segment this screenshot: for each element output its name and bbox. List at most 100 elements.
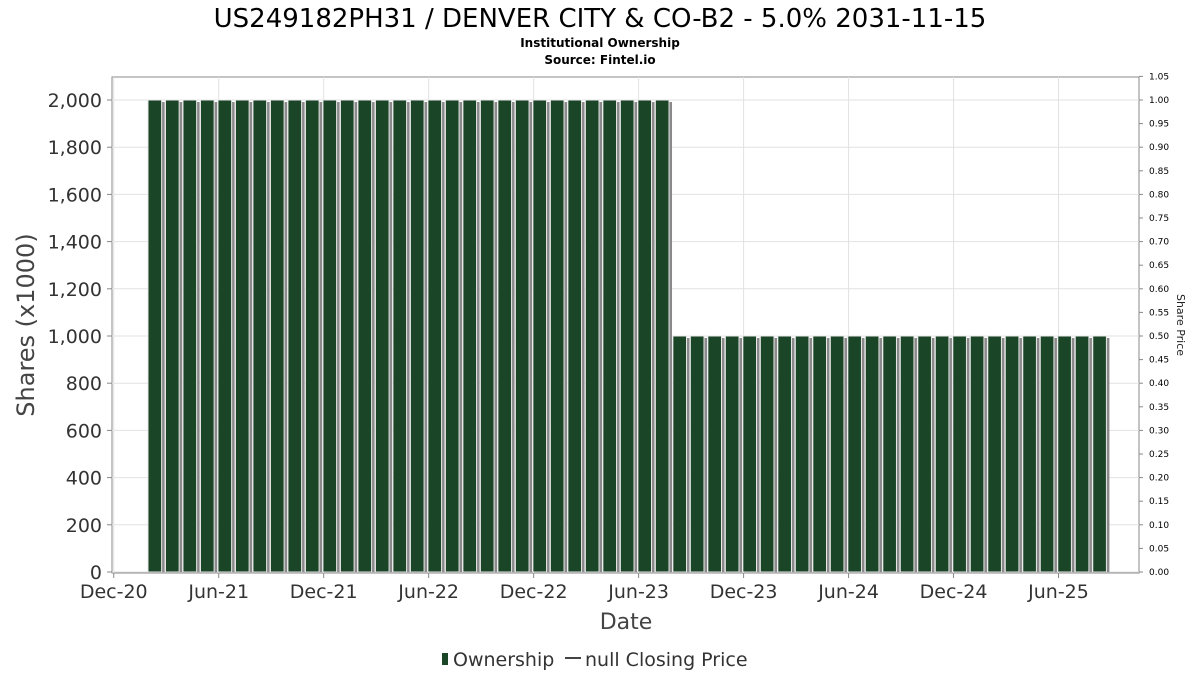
ownership-bar — [549, 99, 565, 573]
y-right-tick-label: 0.30 — [1149, 426, 1169, 436]
ownership-bar — [724, 335, 740, 573]
ownership-bar — [917, 335, 932, 573]
ownership-bar — [829, 335, 845, 573]
chart-title: US249182PH31 / DENVER CITY & CO-B2 - 5.0… — [214, 4, 987, 34]
ownership-bar — [252, 99, 268, 573]
x-tick-label: Dec-21 — [290, 581, 358, 603]
x-tick-label: Jun-21 — [187, 581, 249, 603]
ownership-bar — [374, 99, 390, 573]
ownership-bar — [654, 99, 670, 573]
ownership-bar — [479, 99, 495, 573]
y-right-tick-label: 0.15 — [1149, 497, 1169, 507]
ownership-bar — [707, 335, 723, 573]
ownership-bar — [234, 99, 250, 573]
ownership-bar — [759, 335, 775, 573]
y-right-tick-label: 0.75 — [1149, 214, 1169, 224]
ownership-bar — [952, 335, 967, 573]
ownership-bar — [1039, 335, 1055, 573]
chart-source: Source: Fintel.io — [544, 53, 655, 67]
y-tick-label: 200 — [66, 515, 102, 537]
ownership-bar — [514, 99, 530, 573]
ownership-bar — [392, 99, 408, 573]
y-right-tick-label: 0.80 — [1149, 190, 1169, 200]
ownership-bar — [322, 99, 338, 573]
y-right-tick-label: 0.65 — [1149, 261, 1169, 271]
ownership-bars — [147, 99, 1110, 573]
ownership-bar — [899, 335, 915, 573]
y-right-tick-label: 1.00 — [1149, 96, 1169, 106]
ownership-bar — [1057, 335, 1072, 573]
y-right-tick-label: 1.05 — [1149, 72, 1169, 82]
ownership-bar — [1004, 335, 1020, 573]
y-right-tick-label: 0.20 — [1149, 474, 1169, 484]
y-right-tick-label: 0.90 — [1149, 143, 1169, 153]
ownership-bar — [812, 335, 827, 573]
ownership-bar — [1074, 335, 1090, 573]
y-axis-right-label: Share Price — [1174, 294, 1187, 356]
ownership-bar — [462, 99, 478, 573]
y-right-tick-label: 0.50 — [1149, 332, 1169, 342]
y-right-tick-label: 0.00 — [1149, 568, 1169, 578]
y-tick-label: 1,400 — [48, 232, 102, 254]
axes: 0 200 400 600 800 1,000 1,200 1,400 1,600 1,800 2,… — [48, 72, 1170, 603]
y-right-tick-label: 0.10 — [1149, 521, 1169, 531]
y-tick-label: 1,200 — [48, 279, 102, 301]
ownership-bar — [969, 335, 985, 573]
y-tick-label: 1,000 — [48, 326, 102, 348]
ownership-bar — [934, 335, 950, 573]
ownership-bar — [777, 335, 792, 573]
y-right-tick-label: 0.40 — [1149, 379, 1169, 389]
legend-ownership-label: Ownership — [453, 649, 554, 671]
y-right-tick-label: 0.55 — [1149, 308, 1169, 318]
ownership-bar — [409, 99, 425, 573]
ownership-bar — [742, 335, 757, 573]
y-right-tick-label: 0.35 — [1149, 403, 1169, 413]
ownership-bar — [497, 99, 513, 573]
ownership-bar — [217, 99, 233, 573]
ownership-bar — [287, 99, 303, 573]
y-tick-label: 400 — [66, 468, 102, 490]
y-right-tick-label: 0.85 — [1149, 167, 1169, 177]
x-tick-label: Jun-22 — [397, 581, 459, 603]
y-right-tick-label: 0.25 — [1149, 450, 1169, 460]
legend-ownership-swatch — [442, 653, 448, 665]
x-tick-label: Jun-24 — [817, 581, 879, 603]
ownership-bar — [672, 335, 688, 573]
ownership-bar — [689, 335, 705, 573]
y-right-tick-label: 0.70 — [1149, 238, 1169, 248]
legend: Ownership null Closing Price — [442, 649, 748, 671]
ownership-bar — [584, 99, 600, 573]
x-tick-label: Dec-20 — [80, 581, 148, 603]
ownership-bar — [987, 335, 1002, 573]
ownership-bar — [864, 335, 880, 573]
chart-subtitle: Institutional Ownership — [520, 36, 680, 50]
y-right-tick-label: 0.05 — [1149, 544, 1169, 554]
y-tick-label: 1,600 — [48, 184, 102, 206]
ownership-bar — [1092, 335, 1107, 573]
ownership-bar — [602, 99, 618, 573]
y-right-tick-label: 0.45 — [1149, 356, 1169, 366]
y-tick-label: 800 — [66, 373, 102, 395]
ownership-bar — [882, 335, 897, 573]
y-tick-label: 2,000 — [48, 90, 102, 112]
ownership-bar — [1022, 335, 1037, 573]
x-tick-label: Dec-24 — [920, 581, 988, 603]
x-tick-label: Jun-25 — [1027, 581, 1089, 603]
ownership-bar — [339, 99, 355, 573]
y-tick-label: 600 — [66, 420, 102, 442]
ownership-bar — [637, 99, 653, 573]
ownership-bar — [444, 99, 460, 573]
y-right-tick-label: 0.95 — [1149, 120, 1169, 130]
x-tick-label: Dec-23 — [710, 581, 778, 603]
ownership-bar — [427, 99, 443, 573]
x-tick-label: Dec-22 — [500, 581, 568, 603]
ownership-bar — [794, 335, 810, 573]
ownership-bar — [164, 99, 180, 573]
y-tick-label: 0 — [90, 562, 102, 584]
x-tick-label: Jun-23 — [607, 581, 669, 603]
ownership-bar — [147, 99, 163, 573]
ownership-bar — [532, 99, 548, 573]
x-axis-label: Date — [600, 610, 653, 635]
ownership-bar — [199, 99, 215, 573]
ownership-bar — [357, 99, 373, 573]
